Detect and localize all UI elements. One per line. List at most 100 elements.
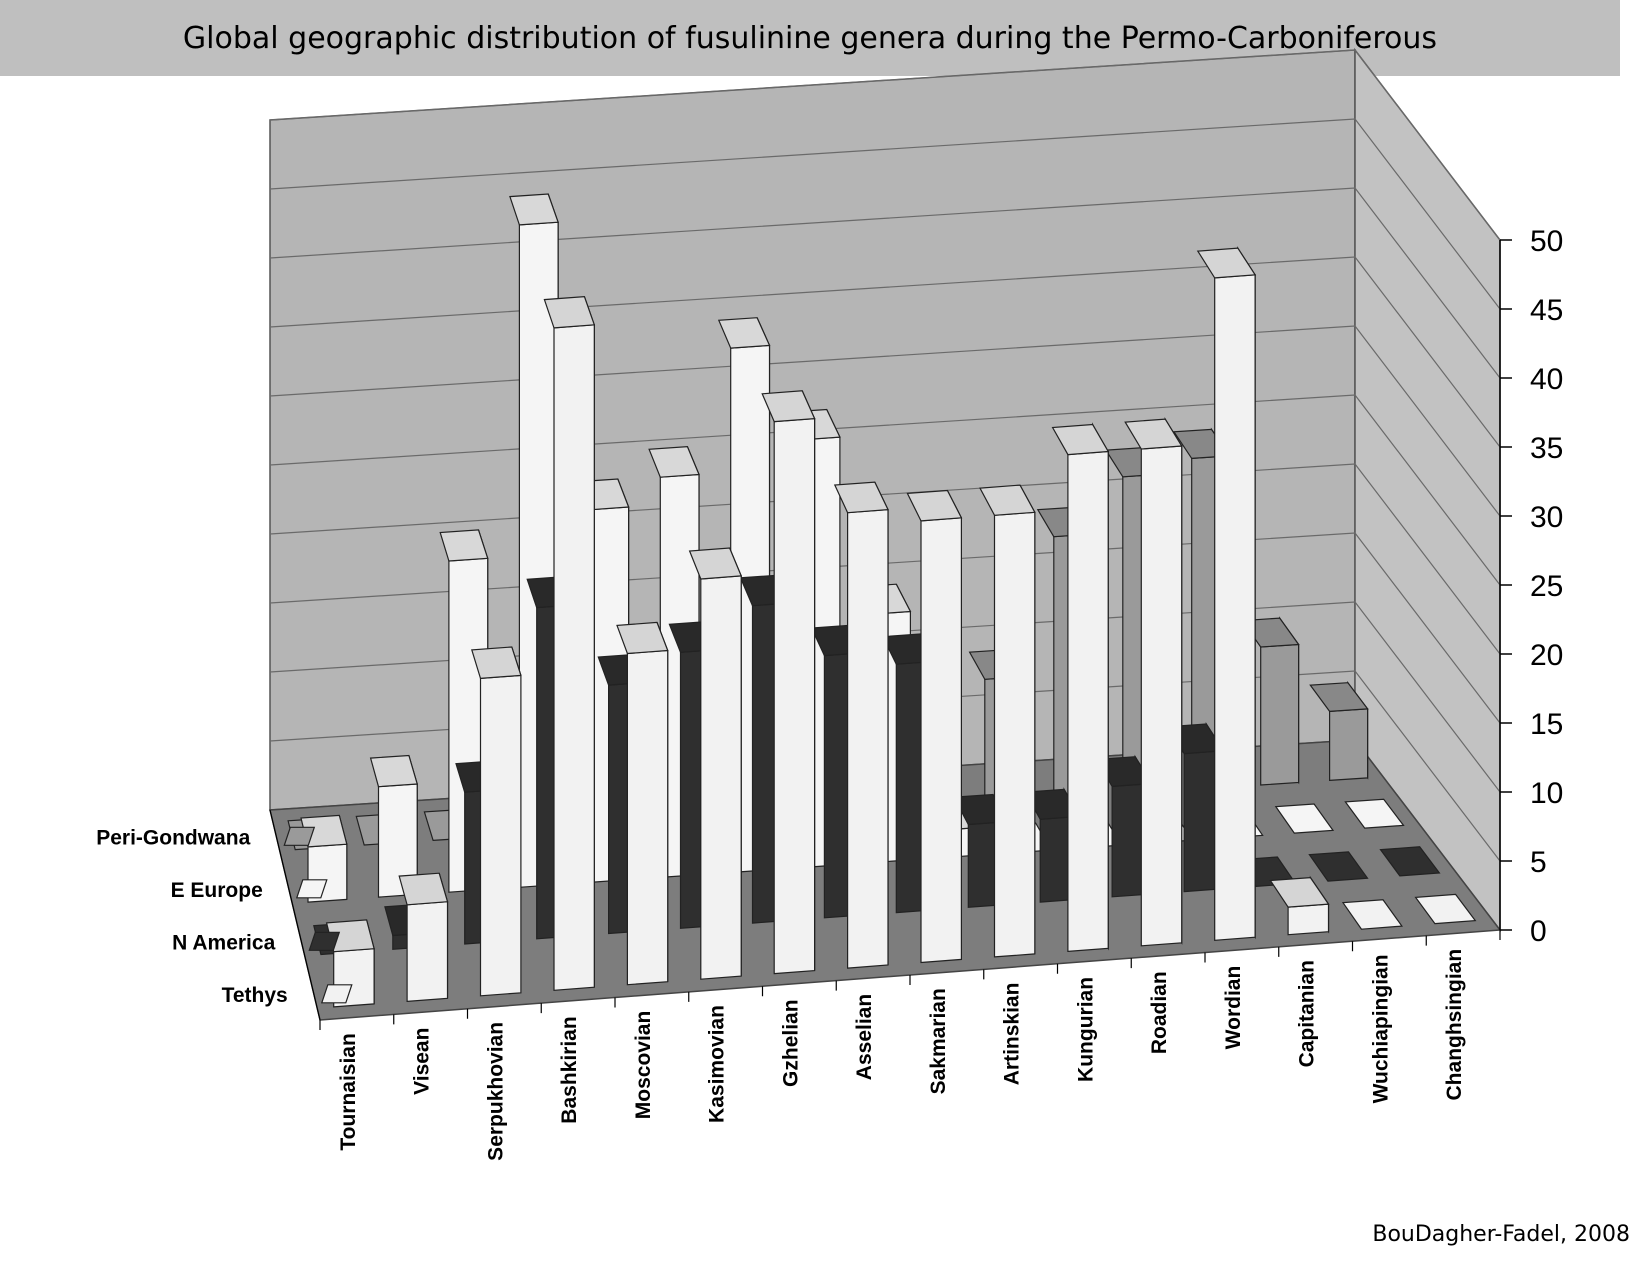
legend-swatch (283, 826, 316, 846)
gridline (269, 118, 1501, 310)
value-axis-label: 50 (1530, 225, 1563, 258)
bar-tethys-asselian (833, 481, 889, 969)
title-bar: Global geographic distribution of fusuli… (0, 0, 1620, 76)
bar-peri-gondwana-wuchiapingian (1241, 616, 1300, 786)
series-legend: Tethys N America E Europe Peri-Gondwana (96, 809, 353, 1021)
gridline (269, 394, 1501, 586)
bar-n-america-changhsingian (1379, 846, 1441, 877)
category-label: Capitanian (1296, 960, 1319, 1067)
legend-label: E Europe (171, 879, 263, 902)
bar-footprint (1274, 803, 1335, 834)
bar-top (509, 193, 559, 226)
value-axis-label: 25 (1530, 570, 1563, 603)
chart-title: Global geographic distribution of fusuli… (182, 20, 1438, 56)
gridline (269, 187, 1501, 379)
category-label: Asselian (853, 994, 876, 1080)
category-label: Visean (411, 1028, 434, 1095)
bar-tethys-changhsingian (1414, 893, 1477, 925)
bar-front (479, 674, 522, 997)
bar-tethys-visean (398, 872, 449, 1003)
bar-tethys-capitanian (1269, 875, 1330, 936)
bar-front (1067, 450, 1109, 953)
bar-e-europe-changhsingian (1344, 798, 1405, 829)
bar-tethys-sakmarian (906, 489, 963, 964)
bar-footprint (1379, 846, 1441, 877)
category-label: Kungurian (1074, 977, 1097, 1082)
value-axis-label: 40 (1530, 363, 1563, 396)
category-label: Artinskian (1001, 983, 1024, 1086)
gridline (269, 463, 1501, 655)
category-label: Wordian (1222, 966, 1245, 1050)
bar-top (833, 481, 889, 514)
bar-top (616, 621, 669, 655)
category-label: Sakmarian (927, 988, 950, 1094)
bar-top (979, 484, 1036, 516)
bar-front (993, 511, 1036, 958)
bar-top (906, 489, 963, 522)
bar-e-europe-wuchiapingian (1274, 803, 1335, 834)
category-labels: Tournaisian Visean Serpukhovian Bashkirian M… (319, 930, 1501, 1161)
legend-label: Peri-Gondwana (96, 826, 250, 849)
bar-top (1051, 423, 1110, 456)
bar-footprint (1341, 899, 1404, 930)
bar-front (1328, 708, 1369, 782)
category-label: Tournaisian (337, 1033, 360, 1150)
bar-footprint (1308, 851, 1369, 882)
bar-tethys-bashkirian (543, 295, 596, 991)
bar-top (369, 754, 418, 788)
legend-label: N America (172, 931, 275, 954)
bar-top (543, 295, 596, 329)
legend-swatch (295, 879, 328, 899)
category-label: Moscovian (632, 1011, 655, 1120)
category-label: Gzhelian (779, 999, 802, 1087)
bar-top (439, 529, 489, 562)
bar-front (846, 508, 889, 969)
bar-footprint (1344, 798, 1405, 829)
bar-tethys-wuchiapingian (1341, 899, 1404, 930)
legend-swatch (308, 931, 341, 951)
bar-top (1196, 247, 1257, 279)
value-axis-label: 30 (1530, 501, 1563, 534)
bar-top (761, 390, 816, 423)
bar-e-europe-visean (369, 754, 418, 898)
bar-n-america-wuchiapingian (1308, 851, 1369, 882)
bar-tethys-kasimovian (688, 547, 743, 980)
category-label: Serpukhovian (484, 1022, 507, 1161)
bar-top (398, 872, 449, 906)
bar-front (1140, 445, 1183, 947)
bar-tethys-gzhelian (761, 390, 816, 975)
value-axis-label: 0 (1530, 915, 1547, 948)
value-axis: 0 5 10 15 20 25 30 35 40 45 50 (1499, 225, 1563, 948)
bar-top (1124, 418, 1183, 450)
category-label: Wuchiapingian (1369, 954, 1392, 1103)
bar-tethys-artinskian (979, 484, 1036, 958)
value-axis-label: 35 (1530, 432, 1563, 465)
category-label: Roadian (1148, 971, 1171, 1054)
value-axis-label: 20 (1530, 639, 1563, 672)
bar-front (553, 324, 595, 991)
bar-top (471, 646, 522, 680)
bar-tethys-serpukhovian (471, 646, 522, 997)
category-label: Changhsingian (1443, 949, 1466, 1101)
bar-top (688, 547, 743, 580)
bar-front (1260, 643, 1300, 786)
bar-tethys-roadian (1124, 416, 1183, 947)
value-axis-label: 5 (1530, 846, 1547, 879)
gridline (269, 325, 1501, 517)
bar-tethys-kungurian (1051, 422, 1110, 953)
bar-front (1287, 903, 1330, 936)
bar-top (717, 317, 771, 349)
bar-footprint (1414, 893, 1477, 925)
bar-peri-gondwana-changhsingian (1309, 680, 1369, 782)
bar-top (648, 445, 700, 478)
gridline (269, 49, 1501, 241)
legend-label: Tethys (222, 984, 288, 1007)
bar-front (773, 417, 816, 975)
bar-top (1309, 682, 1369, 713)
value-axis-label: 10 (1530, 777, 1563, 810)
bar-front (700, 575, 742, 980)
gridline (269, 532, 1501, 724)
bar-front (406, 901, 449, 1003)
chart-bars (287, 193, 1477, 1008)
